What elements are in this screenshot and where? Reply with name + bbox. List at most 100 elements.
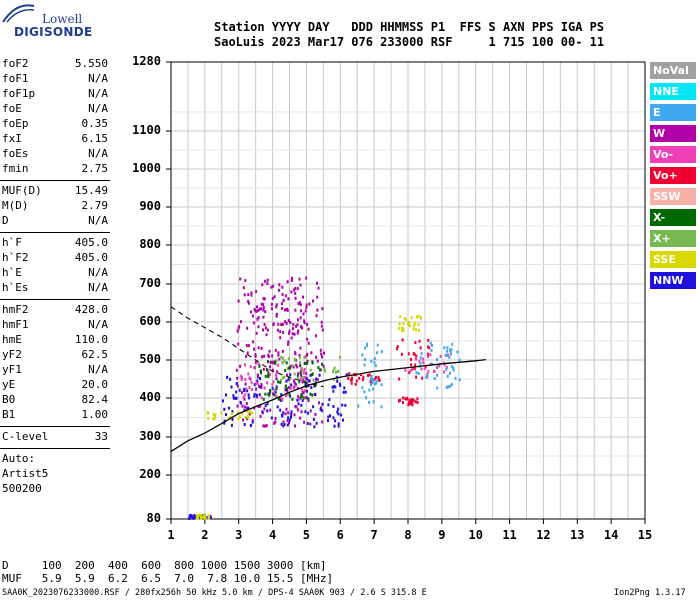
param-row: h`Es N/A [2,281,108,295]
echo-point [298,356,301,359]
echo-point [260,396,263,400]
echo-point [408,320,411,324]
echo-point [450,348,453,352]
echo-point [451,365,454,369]
echo-point [399,315,402,319]
echo-point [337,407,340,411]
param-name: B1 [2,408,16,421]
echo-point [243,405,246,409]
echo-point [315,334,318,338]
echo-point [288,331,290,335]
echo-point [288,421,290,425]
param-name: yF2 [2,348,22,361]
echo-point [255,382,258,386]
echo-point [418,328,420,332]
echo-point [294,359,297,363]
echo-point [257,405,260,409]
echo-point [337,424,340,428]
echo-point [254,354,257,358]
echo-point [299,416,302,420]
echo-point [300,410,303,414]
echo-point [276,370,279,374]
echo-point [298,380,301,384]
echo-point [410,358,412,361]
echo-point [269,365,271,369]
echo-point [414,341,417,345]
param-value: N/A [88,214,108,227]
echo-point [262,328,264,332]
echo-point [220,411,223,415]
echo-point [368,373,371,377]
echo-point [273,393,276,397]
echo-point [319,368,321,372]
echo-point [277,351,280,355]
echo-point [275,385,278,389]
echo-point [240,320,242,324]
echo-point [239,277,242,281]
echo-point [401,338,404,342]
echo-point [262,367,265,371]
echo-point [285,321,288,325]
echo-point [253,347,256,351]
echo-point [244,416,247,419]
y-tick-label: 800 [139,237,161,251]
echo-point [280,302,283,306]
echo-point [274,417,277,420]
echo-point [223,421,226,425]
echo-point [251,314,254,318]
echo-point [305,303,308,307]
echo-point [247,299,250,303]
echo-point [316,295,319,299]
echo-point [272,323,275,327]
x-tick-label: 12 [536,528,551,542]
echo-point [340,413,343,417]
echo-point [248,385,251,389]
echo-point [265,333,268,337]
echo-point [272,380,275,384]
echo-point [207,417,210,420]
echo-point [263,297,266,301]
echo-point [241,404,244,408]
echo-point [431,344,433,347]
echo-point [294,296,297,300]
echo-point [189,513,192,517]
echo-point [276,363,279,367]
echo-point [197,516,200,520]
echo-point [230,423,233,427]
echo-point [240,378,243,382]
echo-point [288,329,291,333]
echo-point [260,346,263,350]
echo-point [311,373,314,377]
echo-point [354,382,357,386]
echo-point [281,376,284,380]
echo-point [265,424,268,428]
echo-point [315,377,318,381]
echo-point [281,306,284,310]
echo-point [234,396,237,400]
echo-point [299,283,302,287]
param-name: foF2 [2,57,29,70]
echo-point [415,328,417,332]
echo-point [398,326,401,330]
echo-point [377,376,380,380]
echo-point [446,374,449,378]
echo-point [262,303,265,307]
x-tick-label: 8 [404,528,412,542]
echo-point [422,357,424,361]
echo-point [235,382,238,386]
echo-point [423,367,426,371]
profile-curve-solid [170,358,486,452]
echo-point [316,378,319,382]
echo-point [275,394,278,398]
echo-point [364,358,366,361]
echo-point [256,379,259,383]
echo-point [342,390,345,394]
echo-point [203,513,206,517]
x-tick-label: 10 [468,528,483,542]
echo-point [294,291,297,295]
param-row: h`F 405.0 [2,236,108,250]
y-tick-label: 600 [139,314,161,328]
echo-point [306,352,309,356]
echo-point [290,336,293,340]
echo-point [243,387,246,391]
